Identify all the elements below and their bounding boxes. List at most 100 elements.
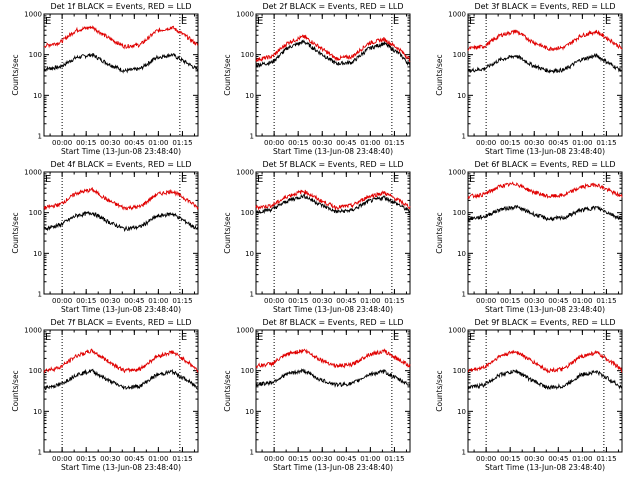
eclipse-flag-label: E <box>393 174 399 185</box>
plot-frame <box>255 171 411 295</box>
x-tick-label: 00:45 <box>124 297 144 305</box>
x-tick-label: 00:00 <box>52 297 72 305</box>
x-tick-label: 00:00 <box>52 455 72 463</box>
y-tick-label: 1000 <box>24 169 42 177</box>
x-tick-label: 00:00 <box>476 297 496 305</box>
series-line-events <box>43 52 199 74</box>
panel-det-7f: Det 7f BLACK = Events, RED = LLD 1 10 100 10… <box>11 318 199 472</box>
x-tick-label: 00:30 <box>312 455 332 463</box>
y-tick-label: 1000 <box>448 327 466 335</box>
eclipse-flag-label: E <box>469 332 475 343</box>
x-tick-label: 01:15 <box>384 297 404 305</box>
series-line-lld <box>255 34 411 63</box>
x-tick-label: 00:30 <box>100 455 120 463</box>
x-tick-label: 00:45 <box>336 455 356 463</box>
y-axis-label: Counts/sec <box>435 212 444 253</box>
x-tick-label: 00:30 <box>312 139 332 147</box>
plot-frame <box>467 329 623 453</box>
panel-title: Det 8f BLACK = Events, RED = LLD <box>262 318 403 327</box>
y-tick-label: 10 <box>245 250 254 258</box>
eclipse-flag-label: E <box>181 332 187 343</box>
panel-title: Det 1f BLACK = Events, RED = LLD <box>50 2 191 11</box>
x-axis-label: Start Time (13-Jun-08 23:48:40) <box>61 147 181 156</box>
x-tick-label: 00:00 <box>476 139 496 147</box>
y-axis-label: Counts/sec <box>223 54 232 95</box>
x-tick-label: 01:15 <box>596 455 616 463</box>
series-line-lld <box>255 348 411 370</box>
plot-frame <box>43 329 199 453</box>
y-tick-label: 1000 <box>448 11 466 19</box>
series-line-events <box>43 210 199 232</box>
eclipse-flag-label: E <box>181 16 187 27</box>
x-axis-label: Start Time (13-Jun-08 23:48:40) <box>61 463 181 472</box>
panel-det-5f: Det 5f BLACK = Events, RED = LLD 1 10 100 10… <box>223 160 411 314</box>
panel-title: Det 5f BLACK = Events, RED = LLD <box>262 160 403 169</box>
x-tick-label: 00:30 <box>524 455 544 463</box>
y-tick-label: 1000 <box>448 169 466 177</box>
y-tick-label: 10 <box>457 92 466 100</box>
panel-det-1f: Det 1f BLACK = Events, RED = LLD 1 10 100 10… <box>11 2 199 156</box>
eclipse-flag-label: E <box>469 174 475 185</box>
y-tick-label: 10 <box>457 408 466 416</box>
y-tick-label: 10 <box>245 408 254 416</box>
x-tick-label: 01:15 <box>384 139 404 147</box>
plot-frame <box>255 13 411 137</box>
y-tick-label: 10 <box>457 250 466 258</box>
x-tick-label: 01:15 <box>172 139 192 147</box>
y-axis-label: Counts/sec <box>11 370 20 411</box>
x-tick-label: 00:00 <box>52 139 72 147</box>
y-axis-label: Counts/sec <box>11 212 20 253</box>
x-tick-label: 01:00 <box>572 455 592 463</box>
eclipse-flag-label: E <box>605 16 611 27</box>
series-line-events <box>467 204 623 222</box>
eclipse-flag-label: E <box>45 174 51 185</box>
y-tick-label: 1000 <box>236 327 254 335</box>
x-tick-label: 00:45 <box>124 139 144 147</box>
x-tick-label: 00:15 <box>500 297 520 305</box>
eclipse-flag-label: E <box>605 332 611 343</box>
y-tick-label: 100 <box>29 209 42 217</box>
x-tick-label: 00:30 <box>312 297 332 305</box>
x-axis-label: Start Time (13-Jun-08 23:48:40) <box>61 305 181 314</box>
series-line-lld <box>467 181 623 200</box>
y-tick-label: 1 <box>38 449 42 457</box>
plot-frame <box>467 171 623 295</box>
panel-det-8f: Det 8f BLACK = Events, RED = LLD 1 10 100 10… <box>223 318 411 472</box>
x-axis-label: Start Time (13-Jun-08 23:48:40) <box>273 305 393 314</box>
y-tick-label: 1 <box>462 133 466 141</box>
eclipse-flag-label: E <box>45 16 51 27</box>
x-tick-label: 00:15 <box>288 139 308 147</box>
eclipse-flag-label: E <box>257 16 263 27</box>
y-axis-label: Counts/sec <box>223 370 232 411</box>
series-line-lld <box>43 348 199 374</box>
panel-title: Det 2f BLACK = Events, RED = LLD <box>262 2 403 11</box>
x-tick-label: 00:00 <box>264 297 284 305</box>
panel-title: Det 7f BLACK = Events, RED = LLD <box>50 318 191 327</box>
series-line-lld <box>467 349 623 374</box>
x-tick-label: 01:00 <box>572 297 592 305</box>
x-axis-label: Start Time (13-Jun-08 23:48:40) <box>485 147 605 156</box>
y-tick-label: 1000 <box>24 11 42 19</box>
eclipse-flag-label: E <box>469 16 475 27</box>
y-axis-label: Counts/sec <box>11 54 20 95</box>
x-tick-label: 01:15 <box>384 455 404 463</box>
series-line-lld <box>467 29 623 52</box>
x-tick-label: 00:30 <box>100 297 120 305</box>
panel-det-4f: Det 4f BLACK = Events, RED = LLD 1 10 100 10… <box>11 160 199 314</box>
x-tick-label: 01:15 <box>172 297 192 305</box>
x-tick-label: 01:00 <box>572 139 592 147</box>
x-tick-label: 01:00 <box>360 297 380 305</box>
panel-title: Det 9f BLACK = Events, RED = LLD <box>474 318 615 327</box>
panel-det-2f: Det 2f BLACK = Events, RED = LLD 1 10 100 10… <box>223 2 411 156</box>
y-tick-label: 100 <box>453 51 466 59</box>
panel-det-9f: Det 9f BLACK = Events, RED = LLD 1 10 100 10… <box>435 318 623 472</box>
y-tick-label: 1 <box>38 133 42 141</box>
series-line-events <box>255 39 411 68</box>
y-axis-label: Counts/sec <box>435 54 444 95</box>
plot-frame <box>255 329 411 453</box>
panel-det-3f: Det 3f BLACK = Events, RED = LLD 1 10 100 10… <box>435 2 623 156</box>
eclipse-flag-label: E <box>393 332 399 343</box>
x-tick-label: 01:15 <box>172 455 192 463</box>
series-line-events <box>467 52 623 74</box>
